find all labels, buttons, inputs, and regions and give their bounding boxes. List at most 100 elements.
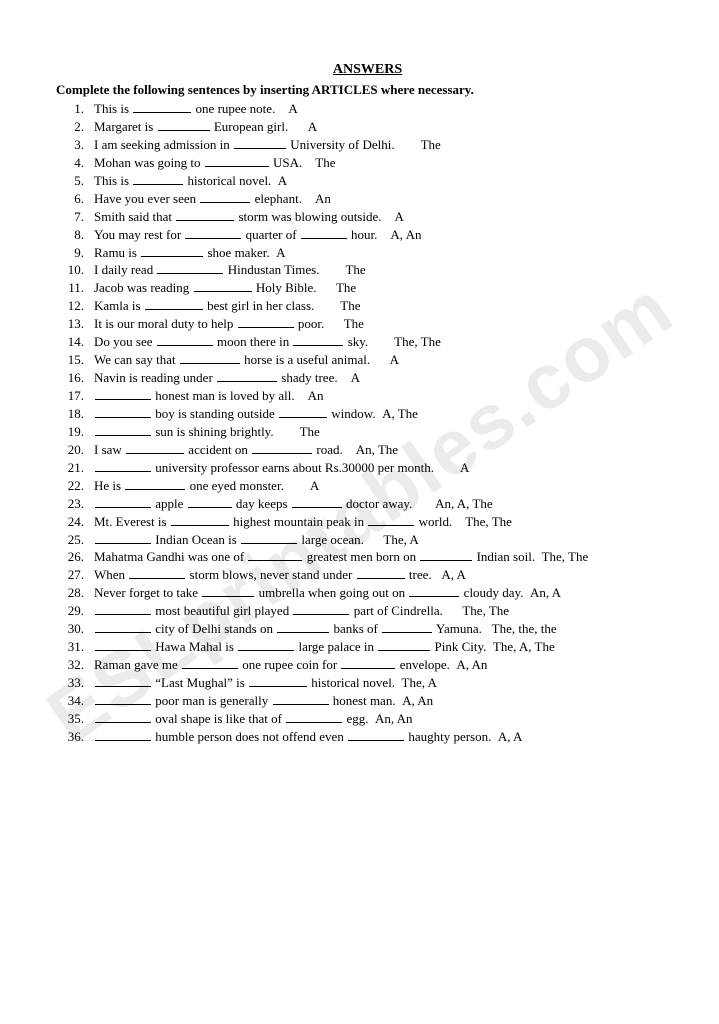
fill-blank bbox=[238, 639, 294, 651]
fill-blank bbox=[145, 299, 203, 311]
fill-blank bbox=[95, 711, 151, 723]
question-item: 15.We can say that horse is a useful ani… bbox=[94, 351, 679, 369]
fill-blank bbox=[292, 496, 342, 508]
fill-blank bbox=[273, 693, 329, 705]
question-item: 14.Do you see moon there in sky. The, Th… bbox=[94, 333, 679, 351]
question-text: We can say that bbox=[94, 352, 179, 367]
question-text: university professor earns about Rs.3000… bbox=[152, 460, 469, 475]
fill-blank bbox=[95, 729, 151, 741]
fill-blank bbox=[382, 622, 432, 634]
question-number: 22. bbox=[56, 477, 84, 495]
question-number: 7. bbox=[56, 208, 84, 226]
question-number: 26. bbox=[56, 548, 84, 566]
question-item: 4.Mohan was going to USA. The bbox=[94, 154, 679, 172]
fill-blank bbox=[409, 586, 459, 598]
question-text: You may rest for bbox=[94, 227, 184, 242]
question-item: 32.Raman gave me one rupee coin for enve… bbox=[94, 656, 679, 674]
question-item: 2.Margaret is European girl. A bbox=[94, 118, 679, 136]
question-item: 8.You may rest for quarter of hour. A, A… bbox=[94, 226, 679, 244]
question-number: 21. bbox=[56, 459, 84, 477]
question-text: moon there in bbox=[214, 334, 293, 349]
question-text: “Last Mughal” is bbox=[152, 675, 248, 690]
question-text: large palace in bbox=[295, 639, 377, 654]
question-number: 6. bbox=[56, 190, 84, 208]
fill-blank bbox=[252, 442, 312, 454]
question-item: 6.Have you ever seen elephant. An bbox=[94, 190, 679, 208]
question-text: tree. A, A bbox=[406, 567, 466, 582]
question-text: sun is shining brightly. The bbox=[152, 424, 320, 439]
question-item: 17. honest man is loved by all. An bbox=[94, 387, 679, 405]
fill-blank bbox=[217, 370, 277, 382]
question-number: 18. bbox=[56, 405, 84, 423]
question-text: This is bbox=[94, 101, 132, 116]
fill-blank bbox=[188, 496, 232, 508]
question-text: one eyed monster. A bbox=[186, 478, 319, 493]
question-list: 1.This is one rupee note. A2.Margaret is… bbox=[56, 100, 679, 746]
question-text: hour. A, An bbox=[348, 227, 422, 242]
question-number: 10. bbox=[56, 261, 84, 279]
question-text: Pink City. The, A, The bbox=[431, 639, 555, 654]
question-text: egg. An, An bbox=[343, 711, 412, 726]
question-item: 23. apple day keeps doctor away. An, A, … bbox=[94, 495, 679, 513]
question-text: one rupee note. A bbox=[192, 101, 297, 116]
fill-blank bbox=[241, 532, 297, 544]
fill-blank bbox=[95, 622, 151, 634]
question-text: I daily read bbox=[94, 262, 156, 277]
question-item: 30. city of Delhi stands on banks of Yam… bbox=[94, 620, 679, 638]
fill-blank bbox=[95, 532, 151, 544]
fill-blank bbox=[378, 639, 430, 651]
question-item: 12.Kamla is best girl in her class. The bbox=[94, 297, 679, 315]
question-text: historical novel. The, A bbox=[308, 675, 437, 690]
question-item: 34. poor man is generally honest man. A,… bbox=[94, 692, 679, 710]
question-item: 33. “Last Mughal” is historical novel. T… bbox=[94, 674, 679, 692]
question-number: 31. bbox=[56, 638, 84, 656]
question-item: 25. Indian Ocean is large ocean. The, A bbox=[94, 531, 679, 549]
fill-blank bbox=[125, 478, 185, 490]
question-text: boy is standing outside bbox=[152, 406, 278, 421]
question-text: Mohan was going to bbox=[94, 155, 204, 170]
question-text: doctor away. An, A, The bbox=[343, 496, 493, 511]
question-text: honest man. A, An bbox=[330, 693, 434, 708]
question-item: 35. oval shape is like that of egg. An, … bbox=[94, 710, 679, 728]
fill-blank bbox=[293, 335, 343, 347]
question-text: Navin is reading under bbox=[94, 370, 216, 385]
question-number: 8. bbox=[56, 226, 84, 244]
fill-blank bbox=[171, 514, 229, 526]
question-text: shady tree. A bbox=[278, 370, 360, 385]
page-title: ANSWERS bbox=[56, 62, 679, 78]
question-text: Indian Ocean is bbox=[152, 532, 240, 547]
fill-blank bbox=[129, 568, 185, 580]
question-text: University of Delhi. The bbox=[287, 137, 441, 152]
question-text: quarter of bbox=[242, 227, 299, 242]
fill-blank bbox=[126, 442, 184, 454]
fill-blank bbox=[158, 119, 210, 131]
fill-blank bbox=[341, 657, 395, 669]
question-item: 7.Smith said that storm was blowing outs… bbox=[94, 208, 679, 226]
question-number: 25. bbox=[56, 531, 84, 549]
question-text: apple bbox=[152, 496, 187, 511]
question-number: 24. bbox=[56, 513, 84, 531]
question-text: oval shape is like that of bbox=[152, 711, 285, 726]
question-item: 20.I saw accident on road. An, The bbox=[94, 441, 679, 459]
fill-blank bbox=[95, 388, 151, 400]
question-item: 29. most beautiful girl played part of C… bbox=[94, 602, 679, 620]
question-text: humble person does not offend even bbox=[152, 729, 347, 744]
question-item: 28.Never forget to take umbrella when go… bbox=[94, 584, 679, 602]
question-number: 4. bbox=[56, 154, 84, 172]
fill-blank bbox=[357, 568, 405, 580]
question-text: Hawa Mahal is bbox=[152, 639, 237, 654]
fill-blank bbox=[202, 586, 254, 598]
fill-blank bbox=[279, 406, 327, 418]
question-item: 1.This is one rupee note. A bbox=[94, 100, 679, 118]
question-text: Jacob was reading bbox=[94, 280, 193, 295]
fill-blank bbox=[95, 675, 151, 687]
question-number: 23. bbox=[56, 495, 84, 513]
fill-blank bbox=[368, 514, 414, 526]
fill-blank bbox=[176, 209, 234, 221]
fill-blank bbox=[180, 352, 240, 364]
question-text: I am seeking admission in bbox=[94, 137, 233, 152]
question-text: sky. The, The bbox=[344, 334, 440, 349]
question-text: banks of bbox=[330, 621, 381, 636]
question-text: storm was blowing outside. A bbox=[235, 209, 404, 224]
fill-blank bbox=[185, 227, 241, 239]
